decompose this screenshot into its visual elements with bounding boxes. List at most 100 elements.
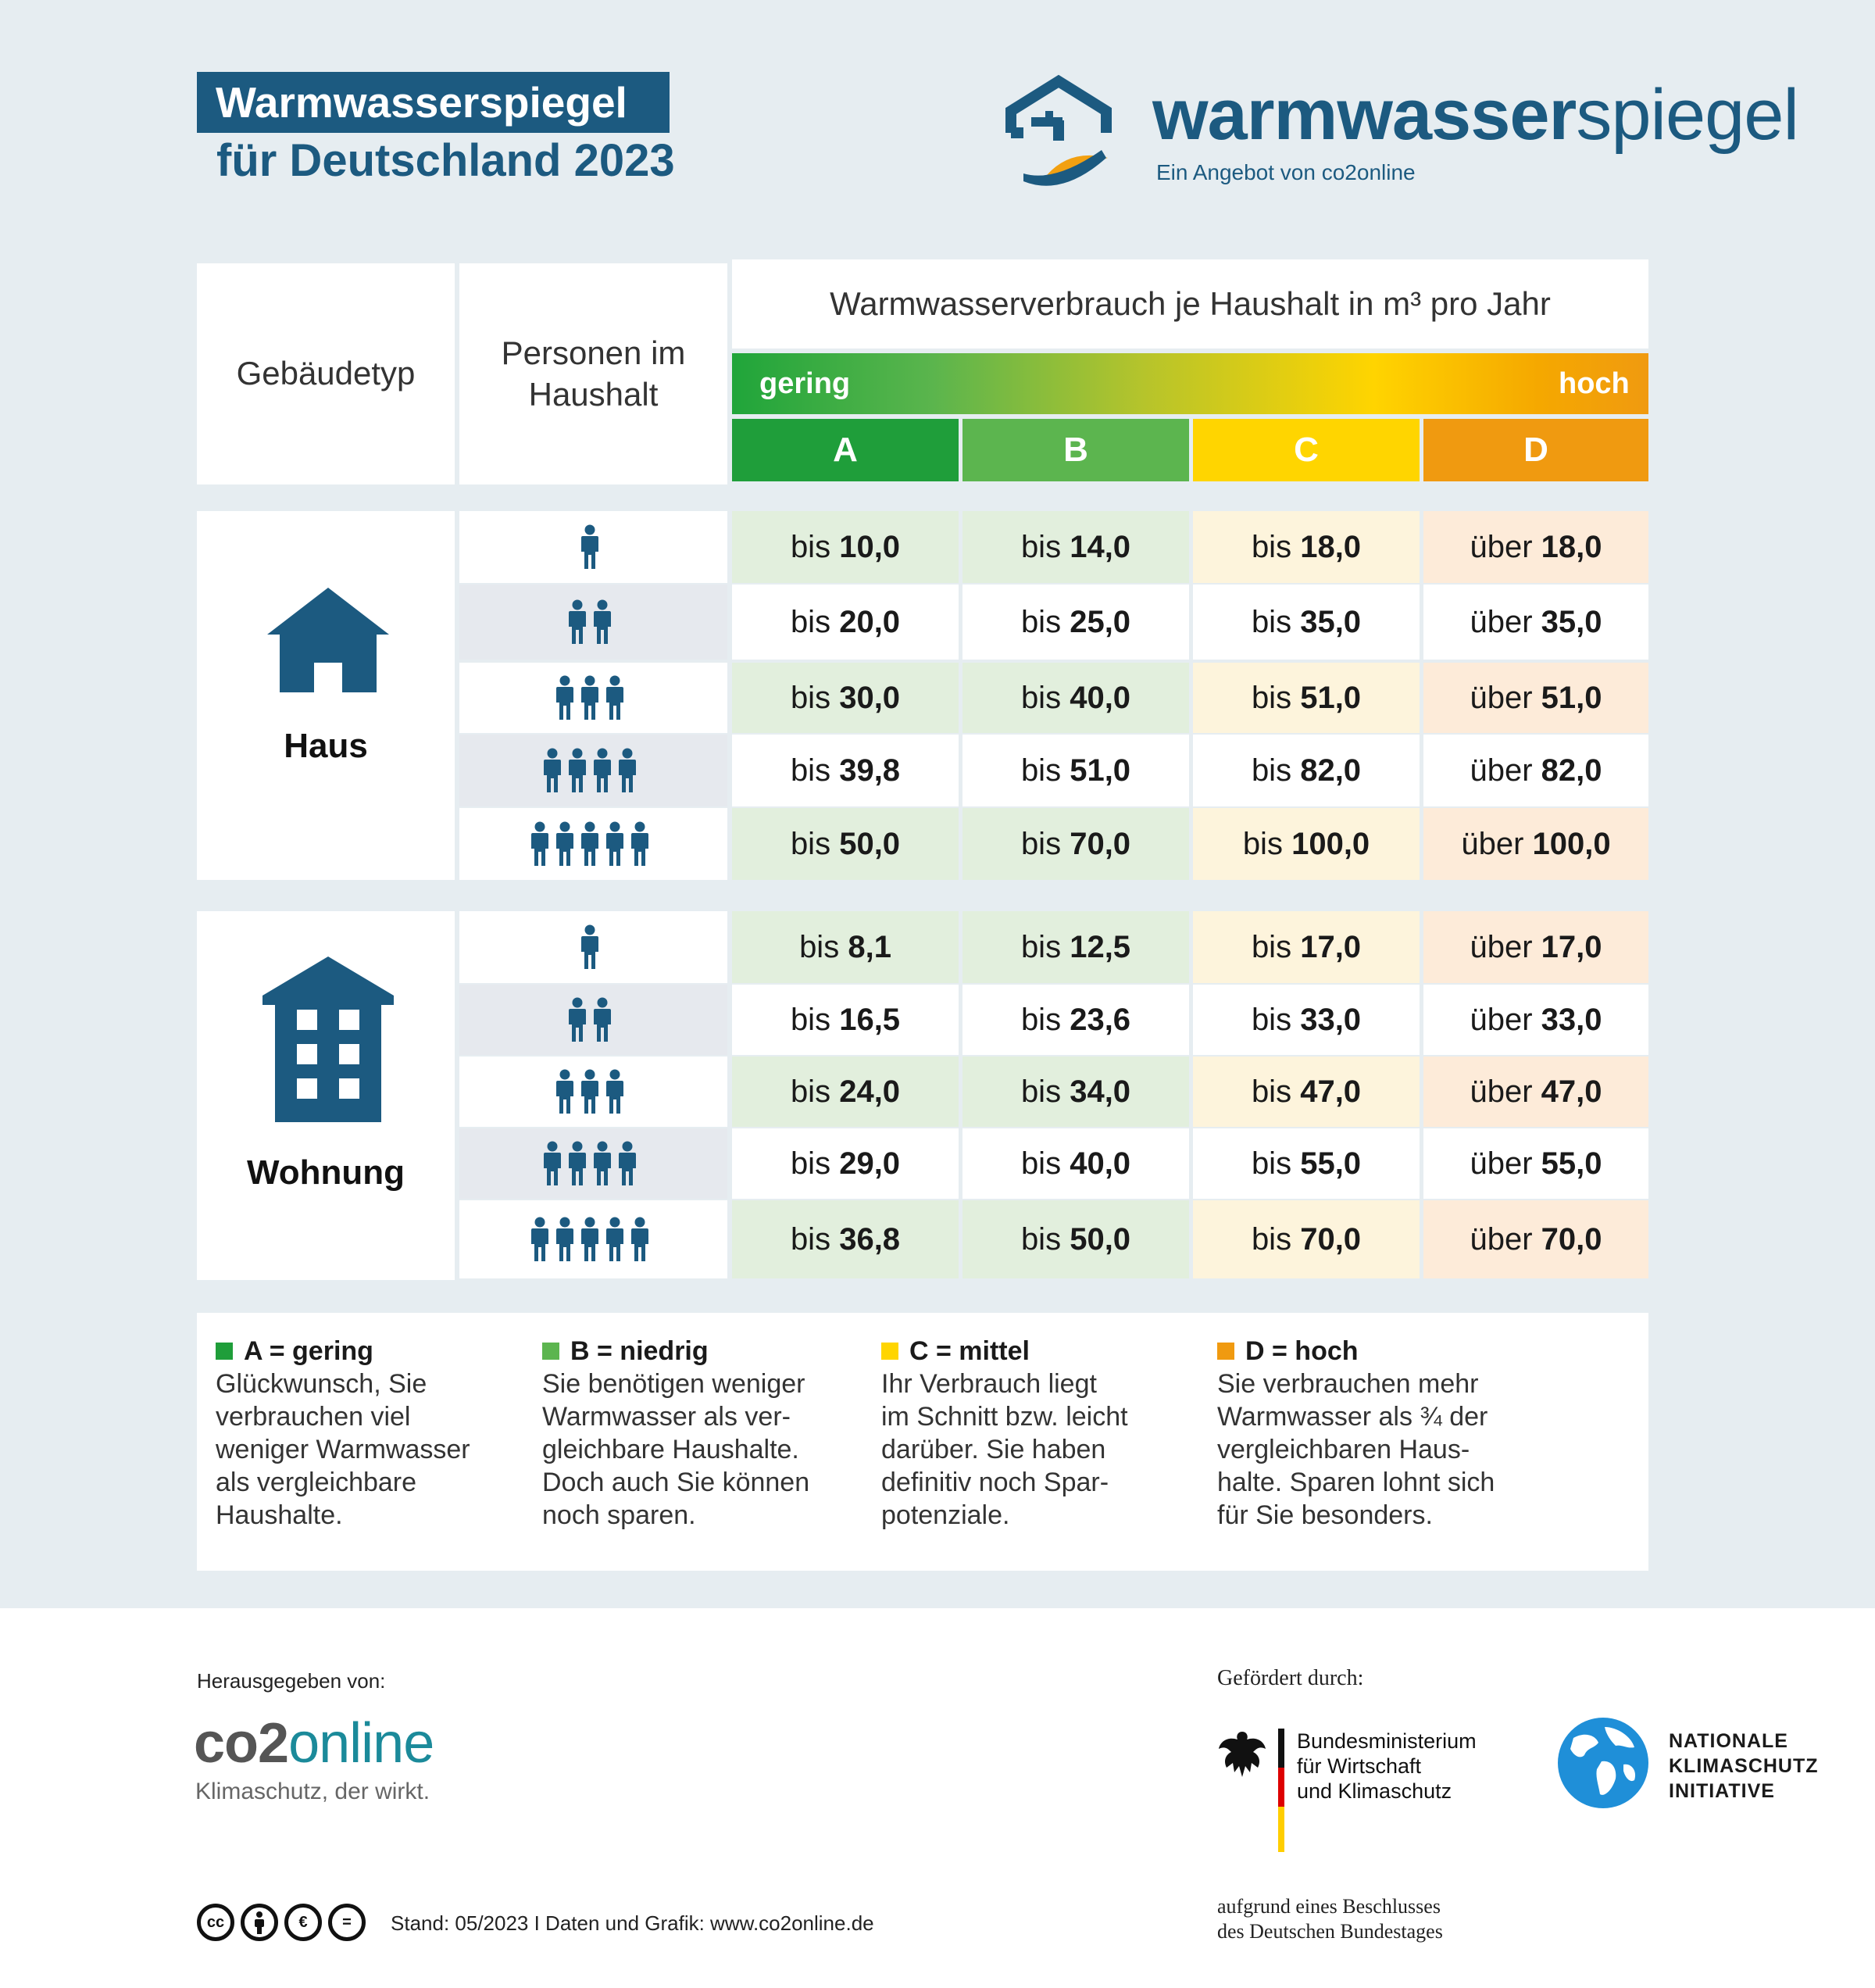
value-text: bis 35,0 [1252,605,1361,640]
value-number: 18,0 [1300,529,1362,564]
value-text: über 70,0 [1470,1222,1602,1257]
value-text: bis 55,0 [1252,1146,1361,1182]
bmwk-name: Bundesministerium für Wirtschaft und Kli… [1297,1729,1477,1804]
value-prefix: bis [1251,680,1292,715]
haus-value-cell: bis 14,0 [962,511,1189,583]
value-number: 33,0 [1541,1002,1602,1037]
value-text: bis 40,0 [1021,681,1130,716]
haus-persons-cell [459,663,727,733]
value-prefix: bis [790,826,831,861]
value-prefix: bis [1251,1221,1292,1257]
haus-value-cell: bis 51,0 [962,735,1189,806]
value-prefix: bis [790,1221,831,1257]
value-prefix: über [1470,1146,1533,1181]
value-number: 29,0 [839,1146,901,1181]
brand-wordmark: warmwasserspiegel [1152,75,1799,155]
value-prefix: über [1470,753,1533,788]
flag-stripe-black [1278,1729,1284,1768]
value-text: bis 33,0 [1252,1003,1361,1038]
value-number: 82,0 [1541,753,1602,788]
persons-3-icon [555,1069,623,1114]
value-number: 20,0 [839,604,901,639]
wohnung-value-cell: bis 33,0 [1193,985,1420,1055]
value-text: bis 16,5 [791,1003,900,1038]
value-text: bis 24,0 [791,1074,900,1110]
wohnung-value-cell: bis 40,0 [962,1128,1189,1199]
value-prefix: bis [1020,826,1062,861]
value-number: 14,0 [1070,529,1131,564]
value-text: über 17,0 [1470,930,1602,965]
wohnung-value-cell: bis 70,0 [1193,1200,1420,1278]
value-number: 40,0 [1070,680,1131,715]
legend-title: A = gering [216,1335,470,1368]
header-consumption-label: Warmwasserverbrauch je Haushalt in m³ pr… [830,284,1551,322]
cc-by-icon [241,1904,278,1941]
wohnung-value-cell: bis 17,0 [1193,911,1420,983]
scale-low-label: gering [759,367,851,400]
legend-color-swatch-icon [542,1343,559,1360]
building-panel-haus [197,511,455,880]
legend-item: D = hoch Sie verbrauchen mehr Warmwasser a… [1217,1335,1495,1532]
house-tap-logo-icon [1005,74,1112,186]
class-header-a: A [732,419,959,481]
persons-1-icon [580,524,598,569]
wohnung-value-cell: bis 29,0 [732,1128,959,1199]
legend-description-line: für Sie besonders. [1217,1500,1433,1530]
class-label: D [1523,431,1548,469]
value-prefix: bis [1020,1074,1062,1109]
wohnung-value-cell: bis 23,6 [962,985,1189,1055]
value-number: 82,0 [1300,753,1362,788]
value-text: bis 8,1 [799,930,891,965]
value-number: 8,1 [848,929,891,964]
value-prefix: bis [1020,1146,1062,1181]
page-title: Warmwasserspiegel [197,72,670,133]
value-prefix: bis [1020,680,1062,715]
legend-title-text: B = niedrig [570,1336,709,1366]
value-number: 55,0 [1300,1146,1362,1181]
legend-item: C = mittel Ihr Verbrauch liegt im Schnitt … [881,1335,1128,1532]
value-text: bis 23,6 [1021,1003,1130,1038]
value-prefix: über [1470,604,1533,639]
value-number: 50,0 [839,826,901,861]
value-text: bis 25,0 [1021,605,1130,640]
nki-line-3: INITIATIVE [1669,1780,1775,1802]
value-prefix: bis [1020,1002,1062,1037]
value-prefix: bis [1251,1002,1292,1037]
nki-name: NATIONALE KLIMASCHUTZ INITIATIVE [1669,1729,1819,1804]
value-text: bis 39,8 [791,753,900,788]
haus-value-cell: bis 10,0 [732,511,959,583]
wohnung-value-cell: bis 16,5 [732,985,959,1055]
class-header-c: C [1193,419,1420,481]
brand-tagline: Ein Angebot von co2online [1156,160,1416,184]
class-label: B [1063,431,1088,469]
legend-title-text: A = gering [244,1336,373,1366]
haus-value-cell: bis 20,0 [732,585,959,660]
building-label-wohnung: Wohnung [247,1153,405,1192]
value-prefix: bis [790,604,831,639]
value-text: bis 36,8 [791,1222,900,1257]
value-number: 50,0 [1070,1221,1131,1257]
value-text: bis 30,0 [791,681,900,716]
haus-value-cell: über 35,0 [1423,585,1648,660]
value-number: 33,0 [1300,1002,1362,1037]
persons-5-icon [530,1217,648,1261]
resolution-line-1: aufgrund eines Beschlusses [1217,1895,1441,1918]
wohnung-persons-cell [459,1057,727,1127]
value-number: 34,0 [1070,1074,1131,1109]
persons-2-icon [568,997,611,1042]
wohnung-value-cell: bis 47,0 [1193,1057,1420,1127]
value-number: 47,0 [1541,1074,1602,1109]
value-number: 70,0 [1070,826,1131,861]
value-prefix: bis [1020,529,1062,564]
value-number: 16,5 [839,1002,901,1037]
header-persons: Personen im Haushalt [459,263,727,484]
header-consumption: Warmwasserverbrauch je Haushalt in m³ pr… [732,259,1648,349]
value-prefix: über [1461,826,1524,861]
creative-commons-badges: cc € = [197,1904,366,1941]
value-number: 35,0 [1300,604,1362,639]
bmwk-line-2: für Wirtschaft [1297,1754,1422,1778]
value-number: 51,0 [1070,753,1131,788]
bmwk-line-1: Bundesministerium [1297,1729,1477,1753]
house-icon [267,588,389,692]
legend-description-line: verbrauchen viel [216,1402,411,1432]
